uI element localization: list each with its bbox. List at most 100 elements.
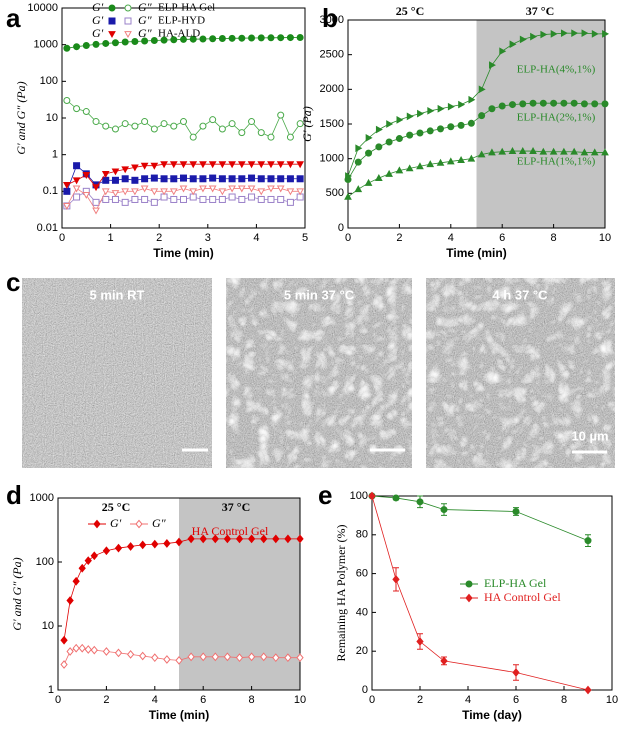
marker xyxy=(406,112,414,121)
marker xyxy=(150,36,158,44)
marker xyxy=(208,185,217,193)
marker xyxy=(447,102,455,111)
x-tick-label: 4 xyxy=(448,232,454,244)
marker xyxy=(238,175,246,183)
marker xyxy=(584,685,592,695)
y-tick-label: 100 xyxy=(36,556,54,568)
chart-panel: a 0 1 2 3 4 5 0.01 0.1 1 10 100 1000 10000 Time (min) G… xyxy=(6,0,308,260)
marker xyxy=(218,195,226,203)
marker xyxy=(296,653,304,663)
annotation: 25 °C xyxy=(102,500,130,514)
marker xyxy=(509,40,517,49)
marker xyxy=(92,207,100,215)
y-tick-label: 1000 xyxy=(34,39,58,51)
x-tick-label: 3 xyxy=(205,232,211,244)
marker xyxy=(139,540,147,550)
marker xyxy=(284,653,292,663)
marker xyxy=(549,147,558,155)
y-tick-label: 3000 xyxy=(320,14,344,26)
marker xyxy=(111,190,120,198)
marker xyxy=(591,100,599,108)
marker xyxy=(395,135,403,143)
marker xyxy=(296,161,304,169)
marker xyxy=(286,188,295,196)
marker xyxy=(92,40,100,48)
marker xyxy=(160,36,168,44)
y-axis-title: Remaining HA Polymer (%) xyxy=(334,525,348,662)
y-tick-label: 0 xyxy=(338,222,344,234)
x-tick-label: 2 xyxy=(417,694,423,706)
marker xyxy=(467,119,475,127)
marker xyxy=(238,129,246,137)
marker xyxy=(228,120,236,128)
marker xyxy=(364,178,373,186)
marker xyxy=(395,166,404,174)
marker xyxy=(199,195,207,203)
marker xyxy=(591,30,599,38)
legend-label: HA Control Gel xyxy=(484,590,561,604)
marker xyxy=(601,100,609,108)
marker xyxy=(416,129,424,137)
marker xyxy=(150,198,158,206)
y-tick-label: 1000 xyxy=(320,153,344,165)
marker xyxy=(189,161,198,169)
scale-bar-label: 10 µm xyxy=(571,428,608,443)
marker xyxy=(218,35,226,43)
marker xyxy=(272,653,280,663)
marker xyxy=(437,125,445,133)
legend-label: G″ xyxy=(138,13,153,27)
marker xyxy=(78,643,86,653)
x-tick-label: 4 xyxy=(465,694,471,706)
marker xyxy=(405,164,414,172)
marker xyxy=(66,647,74,656)
marker xyxy=(272,534,280,544)
image-caption: 5 min RT xyxy=(90,287,145,302)
marker xyxy=(488,148,496,156)
y-tick-label: 0.1 xyxy=(43,185,58,197)
marker xyxy=(63,97,71,105)
marker xyxy=(60,660,68,669)
marker xyxy=(296,175,304,183)
marker xyxy=(228,34,236,42)
marker xyxy=(238,34,246,42)
marker xyxy=(529,99,537,107)
marker xyxy=(199,161,207,169)
marker xyxy=(584,537,592,545)
marker xyxy=(108,31,116,39)
series-line xyxy=(371,495,589,691)
y-tick-label: 1500 xyxy=(320,118,344,130)
marker xyxy=(92,184,100,192)
marker xyxy=(286,133,294,141)
marker xyxy=(208,161,217,169)
marker xyxy=(218,161,227,169)
marker xyxy=(131,122,139,130)
legend-label: ELP-HA(4%,1%) xyxy=(517,64,596,76)
marker xyxy=(286,161,295,169)
marker xyxy=(73,105,81,113)
marker xyxy=(218,188,227,196)
y-tick-label: 0 xyxy=(362,684,368,696)
marker xyxy=(512,508,520,516)
marker xyxy=(374,174,383,181)
marker xyxy=(446,157,455,165)
marker xyxy=(416,637,424,646)
marker xyxy=(199,175,207,183)
marker xyxy=(247,185,256,193)
marker xyxy=(235,534,244,544)
marker xyxy=(296,120,304,128)
marker xyxy=(498,102,506,110)
marker xyxy=(344,192,352,200)
marker xyxy=(354,185,363,193)
marker xyxy=(440,506,448,514)
marker xyxy=(560,99,568,107)
marker xyxy=(267,133,275,141)
y-tick-label: 0.01 xyxy=(37,222,58,234)
marker xyxy=(101,170,110,178)
marker xyxy=(211,652,219,662)
marker xyxy=(218,125,226,133)
marker xyxy=(63,44,71,52)
marker xyxy=(277,175,285,183)
marker xyxy=(82,108,90,116)
marker xyxy=(581,29,589,38)
marker xyxy=(247,534,256,544)
